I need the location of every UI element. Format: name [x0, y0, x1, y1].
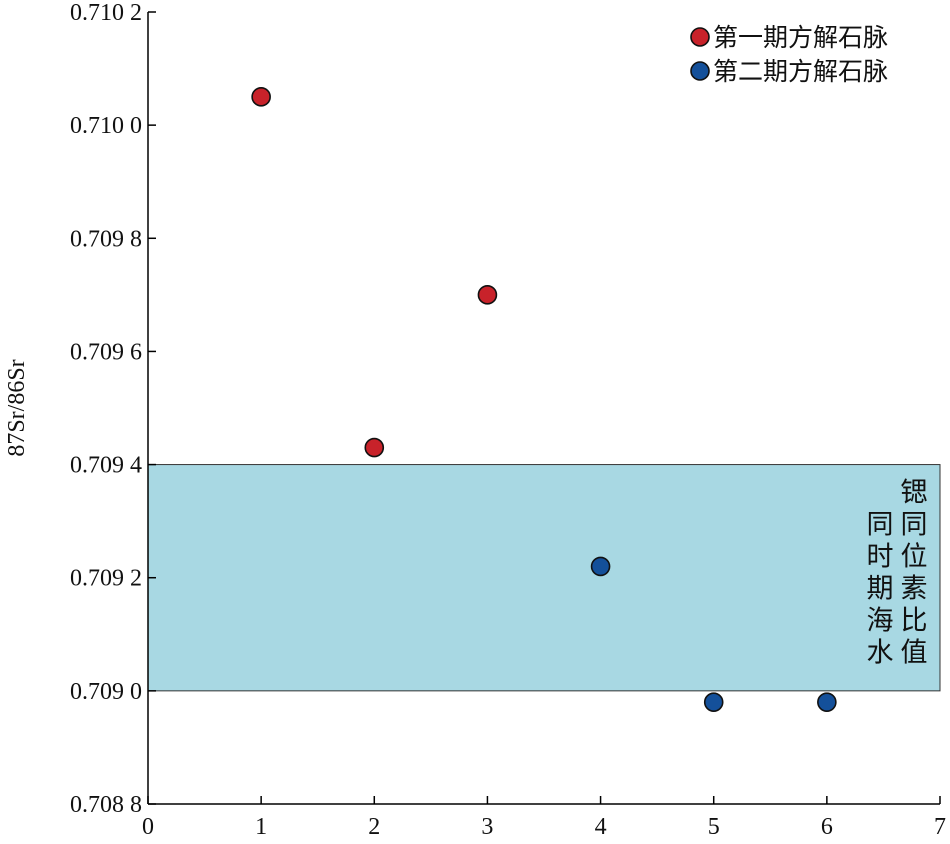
y-tick-label: 0.709 8	[70, 226, 142, 252]
band-label-line-1: 同时期海水	[867, 510, 894, 669]
data-point-series-2-1	[590, 556, 611, 577]
y-tick-label: 0.708 8	[70, 792, 142, 818]
y-tick-label: 0.709 2	[70, 566, 142, 592]
legend-label-1: 第一期方解石脉	[713, 23, 888, 52]
x-tick-label: 4	[595, 814, 607, 840]
data-point-series-2-2	[703, 692, 724, 712]
axes: 0.708 8 0.709 0 0.709 2 0.709 4 0.709 6 0.709…	[4, 0, 946, 840]
legend-marker-2	[690, 61, 710, 81]
x-tick-label: 7	[934, 814, 946, 840]
data-point-series-1-3	[477, 285, 498, 305]
data-point-series-1-1	[251, 87, 271, 107]
data-points	[251, 87, 837, 712]
y-tick-label: 0.709 6	[70, 339, 142, 365]
seawater-band	[147, 464, 941, 692]
x-tick-label: 0	[142, 814, 154, 840]
x-tick-label: 6	[821, 814, 833, 840]
y-tick-label: 0.710 0	[70, 113, 142, 139]
x-tick-label: 1	[255, 814, 267, 840]
x-tick-label: 5	[708, 814, 720, 840]
band-label-line-2: 锶同位素比值	[901, 478, 928, 669]
data-point-series-1-2	[364, 437, 385, 458]
y-axis-title: 87Sr/86Sr	[4, 359, 30, 456]
x-tick-label: 3	[481, 814, 493, 840]
y-tick-label: 0.709 4	[70, 453, 142, 479]
x-tick-label: 2	[368, 814, 380, 840]
legend-marker-1	[690, 27, 710, 47]
y-tick-label: 0.709 0	[70, 679, 142, 705]
data-point-series-2-3	[817, 692, 837, 712]
legend-label-2: 第二期方解石脉	[713, 57, 888, 86]
y-tick-label: 0.710 2	[70, 0, 142, 26]
